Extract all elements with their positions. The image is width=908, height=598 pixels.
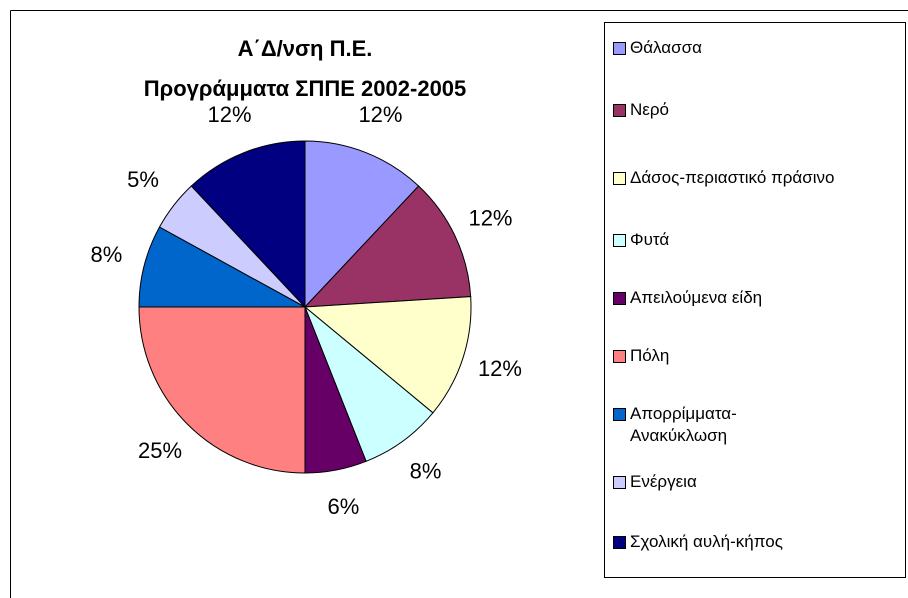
legend-swatch <box>613 350 626 363</box>
pie-slice <box>190 140 306 309</box>
legend-swatch <box>613 172 626 185</box>
legend-item: Σχολική αυλή-κήπος <box>613 531 783 553</box>
legend-label: Φυτά <box>630 230 670 249</box>
data-label: 25% <box>138 438 182 463</box>
legend-item: Θάλασσα <box>613 37 702 59</box>
legend-label: Ενέργεια <box>630 472 697 491</box>
legend-label: Απορρίμματα-Ανακύκλωση <box>630 404 737 445</box>
legend-item: Ενέργεια <box>613 471 697 493</box>
legend-item: Απορρίμματα-Ανακύκλωση <box>613 403 770 447</box>
legend-label: Δάσος-περιαστικό πράσινο <box>630 168 835 187</box>
legend-item: Απειλούμενα είδη <box>613 287 762 309</box>
data-label: 5% <box>127 167 159 192</box>
legend-item: Δάσος-περιαστικό πράσινο <box>613 167 834 189</box>
pie-slice <box>304 140 420 309</box>
data-label: 12% <box>478 356 522 381</box>
legend-swatch <box>613 536 626 549</box>
legend-swatch <box>613 104 626 117</box>
legend-label: Νερό <box>630 100 669 119</box>
legend-swatch <box>613 476 626 489</box>
pie-slice <box>138 306 306 474</box>
legend-swatch <box>613 408 626 421</box>
legend-item: Νερό <box>613 99 669 121</box>
legend-swatch <box>613 234 626 247</box>
data-label: 8% <box>91 242 123 267</box>
chart-title: Α΄Δ/νση Π.Ε. <box>238 36 373 61</box>
chart-title: Προγράμματα ΣΠΠΕ 2002-2005 <box>144 76 467 101</box>
legend-item: Πόλη <box>613 345 669 367</box>
data-label: 12% <box>468 206 512 231</box>
data-label: 8% <box>410 459 442 484</box>
legend-swatch <box>613 292 626 305</box>
pie-slice <box>303 296 472 414</box>
legend: Θάλασσα Νερό Δάσος-περιαστικό πράσινο Φυτά Α… <box>604 22 906 578</box>
legend-label: Θάλασσα <box>630 38 702 57</box>
legend-item: Φυτά <box>613 229 669 251</box>
legend-label: Πόλη <box>630 346 670 365</box>
data-label: 12% <box>208 102 252 127</box>
legend-label: Σχολική αυλή-κήπος <box>630 532 783 551</box>
data-label: 12% <box>358 102 402 127</box>
legend-swatch <box>613 42 626 55</box>
legend-label: Απειλούμενα είδη <box>630 288 763 307</box>
pie-slice <box>303 185 472 308</box>
data-label: 6% <box>328 494 360 519</box>
